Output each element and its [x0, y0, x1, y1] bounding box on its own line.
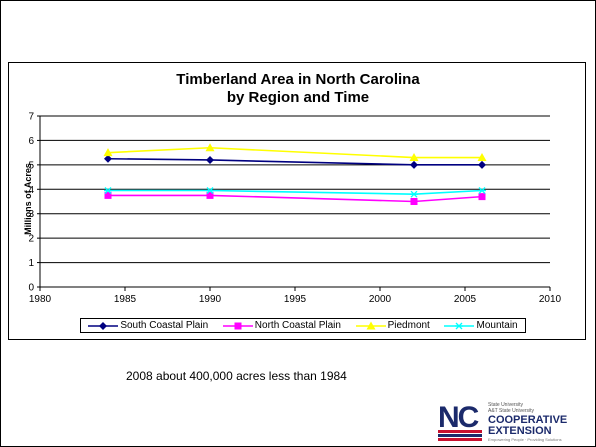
series-line-north-coastal-plain	[108, 194, 483, 203]
x-tick-label: 1980	[29, 294, 52, 305]
chart-area	[8, 62, 586, 340]
data-point	[410, 160, 418, 169]
data-point	[478, 160, 486, 169]
y-axis-label: Millions of Acres	[23, 163, 33, 235]
chart-title-line1: Timberland Area in North Carolina	[176, 71, 420, 88]
legend-swatch	[88, 321, 119, 330]
legend-item: Mountain	[444, 320, 518, 331]
legend-label: Mountain	[476, 320, 518, 331]
x-tick-label: 1990	[199, 294, 222, 305]
legend-label: North Coastal Plain	[254, 320, 341, 331]
data-point	[205, 143, 215, 152]
logo-small-text-1: State University	[488, 402, 524, 408]
logo-mark: NC	[438, 401, 479, 434]
data-point	[206, 155, 214, 164]
data-point	[206, 187, 214, 194]
legend-item: South Coastal Plain	[88, 320, 208, 331]
y-tick-label: 5	[28, 160, 34, 171]
slide-note: 2008 about 400,000 acres less than 1984	[126, 369, 347, 383]
x-tick-label: 2010	[539, 294, 562, 305]
legend-label: Piedmont	[387, 320, 430, 331]
data-point	[104, 191, 112, 199]
data-point	[410, 190, 418, 198]
x-tick-label: 1985	[114, 294, 137, 305]
y-tick-label: 1	[28, 258, 34, 269]
chart-legend: South Coastal Plain North Coastal Plain Pi…	[80, 318, 526, 333]
logo-small-text-2: A&T State University	[488, 408, 535, 414]
chart-title: Timberland Area in North Carolina by Reg…	[0, 71, 596, 107]
series-line-south-coastal-plain	[107, 157, 482, 166]
data-point	[206, 191, 214, 199]
data-point	[103, 148, 113, 157]
chart-title-line2: by Region and Time	[226, 89, 370, 106]
x-tick-label: 2005	[454, 294, 477, 305]
legend-item: North Coastal Plain	[222, 320, 341, 331]
data-point	[104, 187, 112, 194]
data-point	[104, 154, 112, 163]
y-tick-label: 7	[28, 112, 34, 123]
logo-tagline: Empowering People · Providing Solutions	[488, 437, 562, 442]
data-point	[409, 153, 419, 162]
logo-stripe-red-2	[438, 438, 482, 441]
series-line-piedmont	[107, 146, 482, 159]
y-tick-label: 3	[28, 209, 34, 220]
logo-line1: COOPERATIVE	[488, 414, 567, 426]
legend-swatch	[222, 322, 253, 329]
series-line-mountain	[108, 189, 483, 195]
data-point	[478, 187, 486, 194]
y-tick-label: 2	[28, 234, 34, 245]
y-tick-label: 0	[28, 283, 34, 294]
logo-line2: EXTENSION	[488, 425, 552, 437]
x-tick-label: 2000	[369, 294, 392, 305]
nc-cooperative-extension-logo: NC State University A&T State University…	[438, 401, 567, 442]
data-point	[477, 153, 487, 162]
legend-label: South Coastal Plain	[120, 320, 209, 331]
data-point	[478, 193, 486, 201]
y-tick-label: 6	[28, 136, 34, 147]
legend-item: Piedmont	[355, 320, 430, 331]
data-point	[410, 198, 418, 205]
legend-swatch	[355, 321, 386, 329]
x-tick-label: 1995	[284, 294, 307, 305]
logo-stripe-navy	[438, 434, 482, 437]
legend-swatch	[444, 322, 475, 329]
y-tick-label: 4	[28, 185, 34, 196]
logo-stripe-red-1	[438, 430, 482, 433]
